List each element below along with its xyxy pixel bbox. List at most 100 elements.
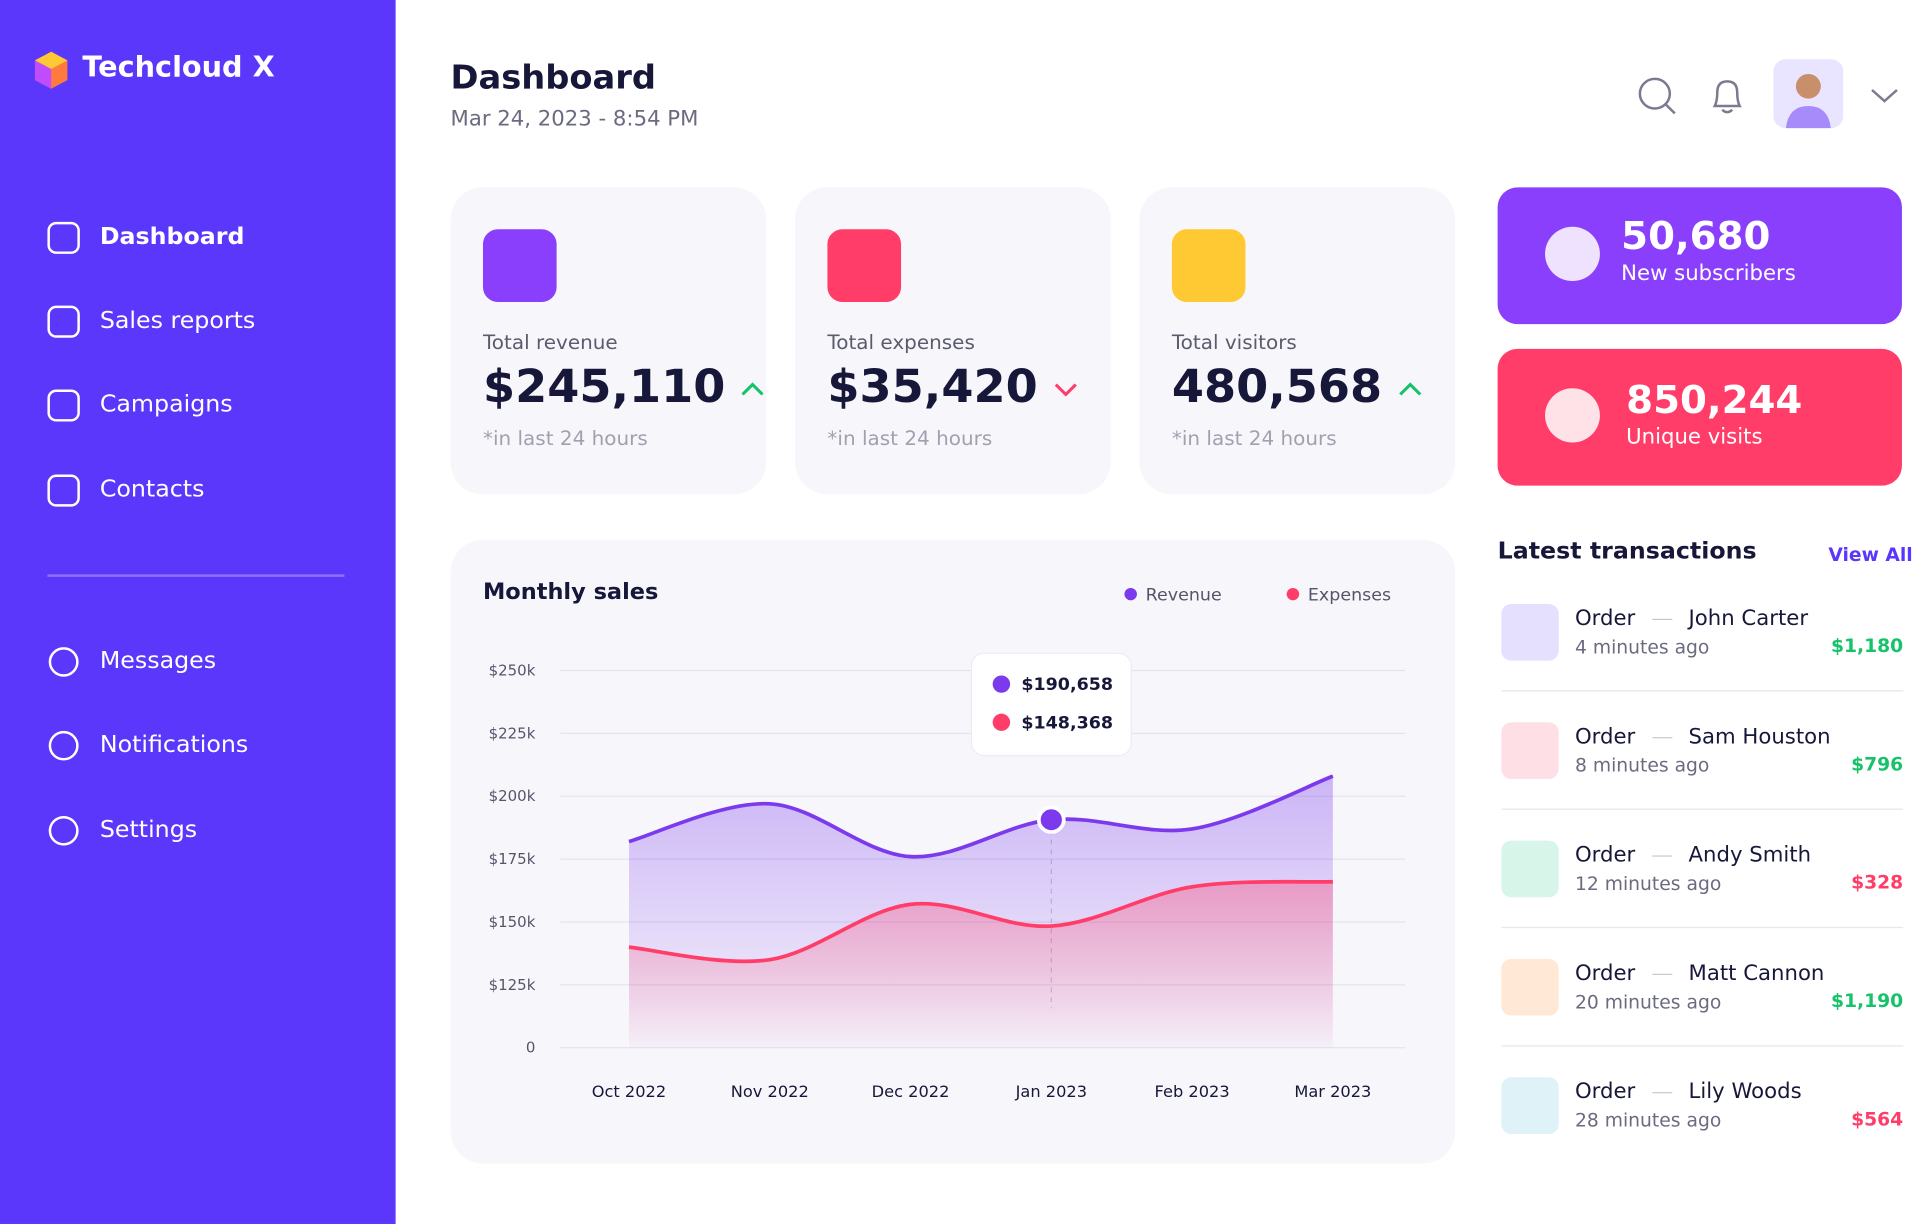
nav-item[interactable]: Notifications bbox=[99, 730, 249, 759]
series-line bbox=[628, 774, 1334, 859]
transaction-type: Order bbox=[1574, 606, 1636, 632]
highlight-icon bbox=[1545, 226, 1600, 282]
trend-arrow bbox=[1054, 382, 1077, 396]
x-tick-label: Dec 2022 bbox=[872, 1082, 950, 1101]
page-title: Dashboard bbox=[450, 59, 657, 98]
transaction-type: Order bbox=[1574, 724, 1636, 750]
highlight-label: New subscribers bbox=[1621, 261, 1796, 286]
row-divider bbox=[1501, 926, 1904, 929]
transaction-avatar bbox=[1501, 1077, 1559, 1134]
transaction-avatar bbox=[1501, 840, 1559, 898]
nav-item[interactable]: Contacts bbox=[99, 475, 205, 503]
stat-value: 480,568 bbox=[1172, 360, 1422, 413]
transaction-time: 12 minutes ago bbox=[1574, 872, 1722, 895]
x-tick-label: Jan 2023 bbox=[1015, 1082, 1087, 1101]
logo bbox=[34, 51, 68, 89]
nav-item[interactable]: Messages bbox=[99, 647, 217, 675]
tooltip-value: $190,658 bbox=[1021, 675, 1113, 695]
stat-label: Total revenue bbox=[482, 330, 618, 354]
view-all-link[interactable]: View All bbox=[1828, 543, 1913, 566]
chart: Monthly sales 0 $125k $150k $175k $200k $225k… bbox=[483, 579, 1406, 1101]
nav-icon bbox=[48, 815, 79, 846]
tooltip-dot bbox=[992, 713, 1011, 731]
transaction-name: Sam Houston bbox=[1688, 724, 1831, 750]
nav-icon bbox=[47, 389, 80, 422]
stat-label: Total expenses bbox=[827, 330, 975, 354]
transaction-amount: $564 bbox=[1851, 1108, 1904, 1131]
separator-dash bbox=[1652, 855, 1673, 857]
nav-item[interactable]: Sales reports bbox=[99, 306, 256, 335]
stat-icon bbox=[827, 229, 902, 302]
nav-item[interactable]: Settings bbox=[99, 815, 198, 844]
stat-note: *in last 24 hours bbox=[482, 426, 648, 450]
chart-title: Monthly sales bbox=[483, 579, 658, 605]
y-tick-label: $175k bbox=[489, 850, 536, 868]
transaction-name: Matt Cannon bbox=[1688, 961, 1825, 987]
stat-note: *in last 24 hours bbox=[1171, 426, 1337, 450]
y-tick-label: $225k bbox=[489, 724, 536, 742]
legend-dot bbox=[1124, 587, 1137, 601]
transaction-avatar bbox=[1501, 722, 1559, 780]
stat-note: *in last 24 hours bbox=[827, 426, 993, 450]
trend-arrow bbox=[1398, 381, 1421, 395]
user-avatar[interactable] bbox=[1773, 59, 1844, 129]
stat-value: $245,110 bbox=[483, 360, 765, 413]
nav-icon bbox=[47, 305, 80, 338]
stat-label: Total visitors bbox=[1171, 330, 1297, 354]
highlight-label: Unique visits bbox=[1626, 425, 1763, 450]
tooltip bbox=[970, 652, 1132, 757]
y-tick-label: 0 bbox=[526, 1039, 536, 1057]
nav-item[interactable]: Campaigns bbox=[99, 390, 233, 418]
stat-icon bbox=[1171, 229, 1246, 302]
nav-icon bbox=[48, 647, 79, 677]
nav-item[interactable]: Dashboard bbox=[99, 223, 245, 251]
series-line bbox=[628, 879, 1333, 964]
x-tick-label: Oct 2022 bbox=[592, 1082, 666, 1101]
sidebar: Techcloud X Dashboard Sales reports Campai… bbox=[0, 0, 396, 1224]
transaction-time: 8 minutes ago bbox=[1574, 754, 1710, 777]
nav-icon bbox=[47, 221, 80, 254]
chart-card: Monthly sales 0 $125k $150k $175k $200k $225k… bbox=[450, 539, 1456, 1164]
transaction-type: Order bbox=[1574, 961, 1636, 987]
legend-dot bbox=[1286, 587, 1300, 601]
separator-dash bbox=[1652, 737, 1673, 739]
stat-icon bbox=[482, 229, 557, 302]
separator-dash bbox=[1652, 1092, 1673, 1094]
legend-label: Expenses bbox=[1308, 585, 1391, 605]
y-tick-label: $200k bbox=[489, 787, 536, 805]
transaction-type: Order bbox=[1574, 1079, 1636, 1105]
row-divider bbox=[1501, 1045, 1904, 1047]
brand: Techcloud X bbox=[82, 51, 275, 84]
x-tick-label: Feb 2023 bbox=[1155, 1082, 1230, 1101]
row-divider bbox=[1501, 808, 1904, 810]
transaction-time: 28 minutes ago bbox=[1574, 1109, 1722, 1132]
nav-icon bbox=[48, 730, 79, 761]
x-tick-label: Nov 2022 bbox=[731, 1082, 809, 1101]
highlight-value: 50,680 bbox=[1621, 214, 1771, 259]
separator-dash bbox=[1652, 973, 1673, 975]
stat-value: $35,420 bbox=[827, 360, 1077, 413]
tooltip-value: $148,368 bbox=[1021, 714, 1113, 734]
stat-card: Total visitors 480,568 *in last 24 hours bbox=[1139, 187, 1456, 495]
transaction-name: Andy Smith bbox=[1688, 843, 1812, 868]
row-divider bbox=[1501, 690, 1904, 692]
highlight-value: 850,244 bbox=[1626, 378, 1803, 423]
highlight-icon bbox=[1545, 388, 1600, 443]
transactions-title: Latest transactions bbox=[1497, 537, 1757, 565]
transaction-amount: $1,180 bbox=[1830, 634, 1904, 657]
transaction-avatar bbox=[1501, 603, 1559, 661]
y-tick-label: $250k bbox=[489, 662, 536, 680]
bell-icon[interactable] bbox=[1705, 74, 1750, 118]
divider bbox=[47, 574, 345, 577]
search-icon[interactable] bbox=[1635, 74, 1680, 118]
x-tick-label: Mar 2023 bbox=[1294, 1082, 1371, 1101]
transaction-amount: $1,190 bbox=[1830, 989, 1904, 1012]
dropdown-icon[interactable] bbox=[1870, 86, 1900, 106]
transaction-time: 4 minutes ago bbox=[1574, 636, 1710, 659]
transaction-name: John Carter bbox=[1688, 606, 1809, 632]
y-tick-label: $125k bbox=[489, 976, 536, 994]
highlight-card: 50,680 New subscribers bbox=[1497, 187, 1902, 325]
transaction-time: 20 minutes ago bbox=[1574, 991, 1722, 1014]
